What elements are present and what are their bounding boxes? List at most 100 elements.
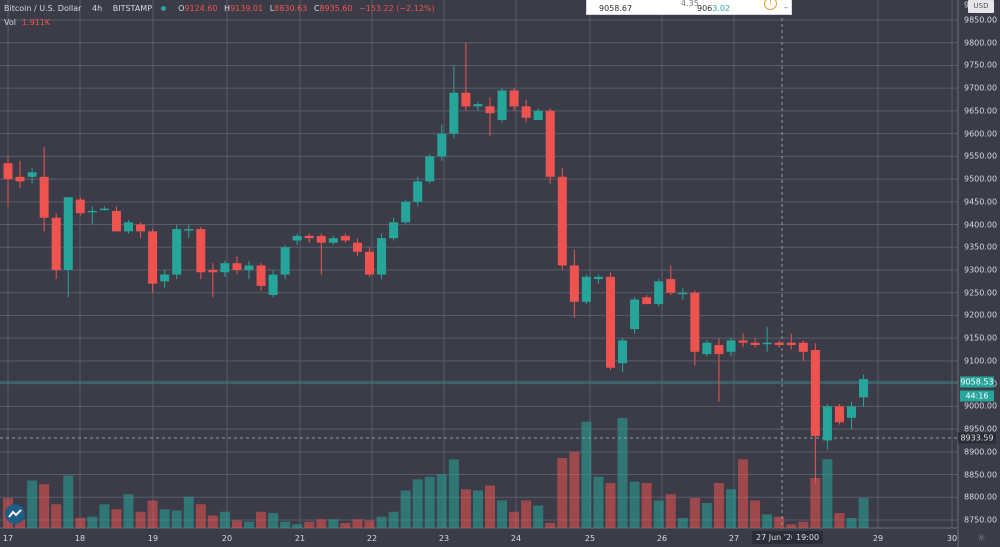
volume-bar xyxy=(629,481,640,528)
price-axis-label: 8950.00 xyxy=(964,424,998,434)
volume-bar xyxy=(87,516,98,528)
volume-bar xyxy=(244,521,254,528)
candle-body xyxy=(232,263,242,270)
volume-bar xyxy=(509,511,520,528)
candle-body xyxy=(280,247,290,275)
volume-bar xyxy=(63,475,74,528)
candle-body xyxy=(352,242,362,252)
candle-body xyxy=(690,292,700,352)
volume-bar xyxy=(436,474,447,528)
symbol-name[interactable]: Bitcoin / U.S. Dollar xyxy=(4,4,82,13)
candle-body xyxy=(316,235,326,243)
candle-body xyxy=(762,342,772,345)
time-axis-label: 27 xyxy=(728,534,740,543)
price-axis-label: 9550.00 xyxy=(964,151,998,161)
volume-bar xyxy=(388,511,399,528)
price-axis-label: 8900.00 xyxy=(964,447,998,457)
volume-bar xyxy=(27,480,38,528)
volume-bar xyxy=(521,500,532,528)
volume-bar xyxy=(810,478,821,528)
candle-body xyxy=(148,231,158,284)
tradingview-logo-icon[interactable] xyxy=(5,504,25,524)
candle-body xyxy=(533,110,543,120)
candle-body xyxy=(606,276,615,368)
info-icon[interactable]: ! xyxy=(764,0,777,10)
price-axis-label: 9800.00 xyxy=(964,38,998,48)
collapse-button[interactable]: – xyxy=(784,3,788,12)
candle-body xyxy=(750,342,760,345)
time-axis-label: 29 xyxy=(872,534,884,543)
time-axis-label: 25 xyxy=(584,534,596,543)
volume-bar xyxy=(75,518,86,528)
candle-body xyxy=(208,270,218,273)
candle-body xyxy=(642,297,652,305)
volume-bar xyxy=(256,511,267,528)
volume-bar xyxy=(340,523,351,528)
volume-bar xyxy=(665,494,676,528)
candle-body xyxy=(509,90,519,107)
candle-body xyxy=(63,197,73,270)
candle-body xyxy=(822,406,832,441)
candle-body xyxy=(557,176,567,266)
candle-body xyxy=(268,274,278,295)
price-axis-label: 9700.00 xyxy=(964,83,998,93)
candle-body xyxy=(774,342,784,345)
volume-bar xyxy=(147,500,158,528)
candle-body xyxy=(810,350,820,436)
candle-body xyxy=(365,251,374,275)
candle-body xyxy=(834,406,844,423)
time-axis-label: 26 xyxy=(656,534,668,543)
settings-gear-icon[interactable]: ☼ xyxy=(977,533,986,544)
volume-bar xyxy=(497,500,508,528)
candle-body xyxy=(15,176,25,182)
candle-body xyxy=(87,210,97,213)
bid-price[interactable]: 9058.67 xyxy=(599,4,633,13)
candle-body xyxy=(630,299,640,330)
price-scale-top-label: 9 xyxy=(964,0,970,10)
volume-bar xyxy=(171,510,182,528)
trade-widget[interactable]: 9058.67 4.35 9063.02 ! – xyxy=(586,0,792,15)
volume-bar xyxy=(99,504,110,528)
volume-bar xyxy=(400,490,411,528)
candle-body xyxy=(545,110,555,177)
price-axis-label: 9000.00 xyxy=(964,401,998,411)
candle-body xyxy=(569,265,579,302)
volume-bar xyxy=(701,503,712,528)
candle-body xyxy=(702,342,712,355)
spread-value: 4.35 xyxy=(681,0,699,8)
currency-button[interactable]: USD xyxy=(968,0,994,13)
volume-bar xyxy=(786,524,797,528)
volume-bar xyxy=(822,459,833,528)
volume-bar xyxy=(858,498,869,528)
candle-body xyxy=(618,340,628,364)
volume-bar xyxy=(412,479,423,528)
volume-bar xyxy=(834,513,845,528)
volume-bar xyxy=(581,421,592,528)
candle-body xyxy=(726,340,736,352)
last-price-tag: 9058.53 xyxy=(960,376,994,388)
legend-header: Bitcoin / U.S. Dollar 4h BITSTAMP O9124.… xyxy=(4,4,435,13)
candle-body xyxy=(437,133,447,157)
candle-body xyxy=(413,181,423,202)
candle-body xyxy=(678,292,688,295)
candle-body xyxy=(593,276,603,280)
candle-body xyxy=(798,342,808,352)
ask-price[interactable]: 9063.02 xyxy=(697,4,731,13)
candle-body xyxy=(27,172,37,177)
time-axis-label: 24 xyxy=(510,534,522,543)
volume-bar xyxy=(738,459,749,528)
volume-bar xyxy=(798,521,809,528)
time-axis-label: 30 xyxy=(946,534,958,543)
candle-body xyxy=(220,263,230,273)
volume-bar xyxy=(485,485,495,528)
candle-body xyxy=(99,208,109,211)
crosshair-time-tag: 19:00 xyxy=(792,531,824,544)
price-axis-label: 9500.00 xyxy=(964,174,998,184)
time-axis-label: 19 xyxy=(147,534,159,543)
price-axis-label: 9100.00 xyxy=(964,356,998,366)
interval-label[interactable]: 4h xyxy=(92,4,103,13)
candle-body xyxy=(172,229,182,275)
volume-bar xyxy=(51,504,62,528)
